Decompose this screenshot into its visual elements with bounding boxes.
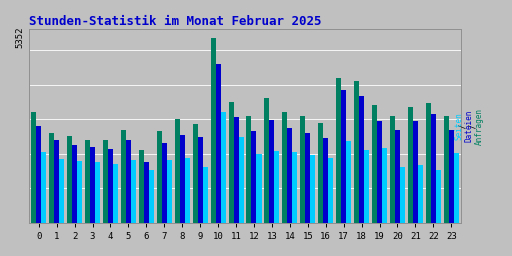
Bar xyxy=(408,107,413,223)
Bar xyxy=(336,78,341,223)
Bar xyxy=(318,123,323,223)
Bar xyxy=(239,137,244,223)
Bar xyxy=(305,133,310,223)
Bar xyxy=(454,153,459,223)
Bar xyxy=(359,95,364,223)
Bar xyxy=(103,140,108,223)
Text: /: / xyxy=(459,119,467,133)
Bar xyxy=(167,160,172,223)
Bar xyxy=(400,167,405,223)
Bar xyxy=(193,124,198,223)
Bar xyxy=(390,116,395,223)
Bar xyxy=(49,133,54,223)
Bar xyxy=(41,152,46,223)
Bar xyxy=(216,64,221,223)
Bar xyxy=(257,154,262,223)
Bar xyxy=(377,121,382,223)
Bar xyxy=(126,140,131,223)
Bar xyxy=(372,105,377,223)
Bar xyxy=(449,130,454,223)
Bar xyxy=(67,136,72,223)
Bar xyxy=(341,90,346,223)
Bar xyxy=(431,114,436,223)
Bar xyxy=(180,135,185,223)
Bar xyxy=(36,126,41,223)
Bar xyxy=(233,118,239,223)
Bar xyxy=(287,128,292,223)
Bar xyxy=(346,141,351,223)
Bar xyxy=(113,164,118,223)
Bar xyxy=(203,167,208,223)
Bar xyxy=(131,160,136,223)
Bar xyxy=(292,152,297,223)
Bar xyxy=(426,103,431,223)
Bar xyxy=(198,137,203,223)
Bar xyxy=(328,158,333,223)
Text: /: / xyxy=(469,119,478,133)
Bar xyxy=(95,162,100,223)
Bar xyxy=(282,112,287,223)
Bar xyxy=(121,130,126,223)
Bar xyxy=(310,155,315,223)
Bar xyxy=(175,119,180,223)
Bar xyxy=(108,148,113,223)
Bar xyxy=(59,159,64,223)
Bar xyxy=(162,143,167,223)
Bar xyxy=(90,147,95,223)
Bar xyxy=(77,161,82,223)
Bar xyxy=(210,38,216,223)
Text: Stunden-Statistik im Monat Februar 2025: Stunden-Statistik im Monat Februar 2025 xyxy=(29,15,322,28)
Bar xyxy=(395,130,400,223)
Text: Seiten: Seiten xyxy=(455,112,463,140)
Bar xyxy=(264,98,269,223)
Bar xyxy=(300,116,305,223)
Bar xyxy=(157,131,162,223)
Bar xyxy=(221,112,226,223)
Bar xyxy=(149,170,154,223)
Bar xyxy=(139,150,144,223)
Text: Anfragen: Anfragen xyxy=(475,108,483,145)
Bar xyxy=(364,150,369,223)
Bar xyxy=(54,140,59,223)
Bar xyxy=(274,151,280,223)
Bar xyxy=(354,81,359,223)
Bar xyxy=(31,112,36,223)
Bar xyxy=(246,116,251,223)
Bar xyxy=(436,170,441,223)
Bar xyxy=(185,158,190,223)
Bar xyxy=(413,121,418,223)
Bar xyxy=(382,148,387,223)
Bar xyxy=(323,138,328,223)
Bar xyxy=(444,116,449,223)
Bar xyxy=(251,131,257,223)
Bar xyxy=(144,162,149,223)
Bar xyxy=(269,120,274,223)
Bar xyxy=(228,102,233,223)
Bar xyxy=(72,145,77,223)
Text: Dateien: Dateien xyxy=(464,110,473,142)
Bar xyxy=(418,165,423,223)
Bar xyxy=(85,140,90,223)
